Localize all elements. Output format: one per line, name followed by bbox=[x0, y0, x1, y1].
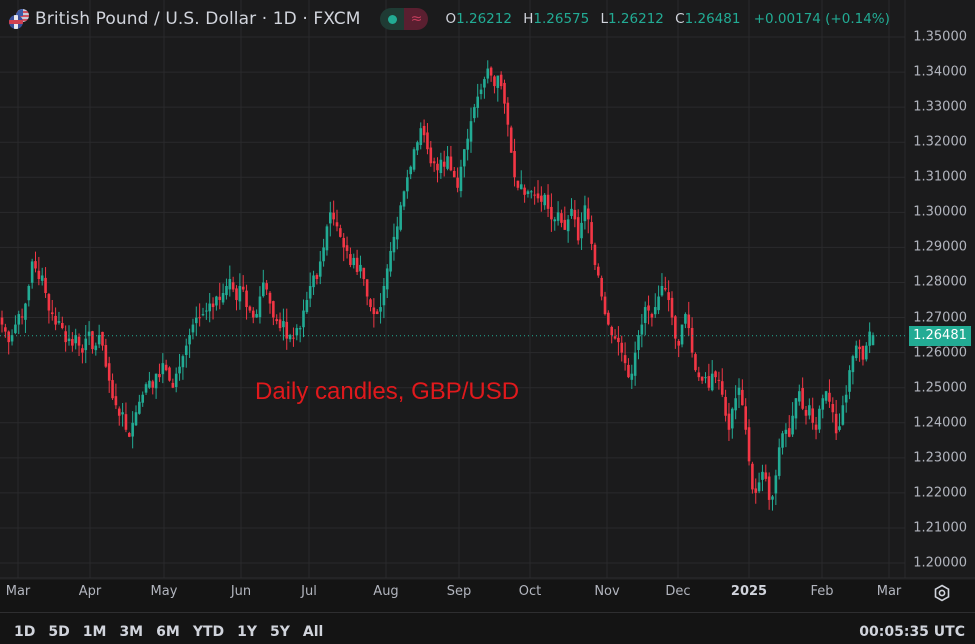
time-axis-label: Nov bbox=[594, 584, 620, 599]
price-axis-label: 1.24000 bbox=[913, 415, 967, 431]
price-axis-label: 1.32000 bbox=[913, 134, 967, 150]
price-axis-label: 1.25000 bbox=[913, 380, 967, 396]
range-button-5d[interactable]: 5D bbox=[48, 624, 70, 640]
price-axis-label: 1.29000 bbox=[913, 239, 967, 255]
time-axis-label: Jun bbox=[230, 584, 252, 599]
market-open-indicator[interactable] bbox=[380, 8, 405, 30]
chart-annotation[interactable]: Daily candles, GBP/USD bbox=[255, 378, 520, 405]
time-axis-label: Dec bbox=[665, 584, 691, 599]
range-button-5y[interactable]: 5Y bbox=[270, 624, 290, 640]
market-status-toggle[interactable]: ≈ bbox=[380, 8, 429, 30]
bottom-toolbar: 1D 5D 1M 3M 6M YTD 1Y 5Y All 00:05:35 UTC bbox=[0, 612, 975, 644]
currency-flags bbox=[7, 6, 33, 32]
price-axis-label: 1.35000 bbox=[913, 29, 967, 45]
close-label: C bbox=[675, 11, 685, 27]
time-axis-label: Apr bbox=[78, 584, 102, 599]
price-axis-label: 1.22000 bbox=[913, 485, 967, 501]
chart-pane[interactable] bbox=[0, 0, 975, 580]
time-axis-label: May bbox=[150, 584, 178, 599]
time-axis-label: Aug bbox=[373, 584, 399, 599]
candles bbox=[0, 60, 875, 511]
uk-flag-icon bbox=[9, 15, 23, 29]
price-axis-label: 1.27000 bbox=[913, 310, 967, 326]
range-button-6m[interactable]: 6M bbox=[156, 624, 180, 640]
time-axis-label: Oct bbox=[518, 584, 542, 599]
price-axis-label: 1.20000 bbox=[913, 555, 967, 571]
ohlc-legend: O1.26212 H1.26575 L1.26212 C1.26481 +0.0… bbox=[445, 11, 889, 27]
range-button-all[interactable]: All bbox=[302, 624, 324, 640]
price-axis-label: 1.34000 bbox=[913, 64, 967, 80]
high-value: 1.26575 bbox=[533, 11, 590, 27]
high-label: H bbox=[523, 11, 534, 27]
range-button-1d[interactable]: 1D bbox=[14, 624, 36, 640]
price-axis-label: 1.26000 bbox=[913, 345, 967, 361]
price-axis-label: 1.30000 bbox=[913, 204, 967, 220]
open-value: 1.26212 bbox=[456, 11, 512, 27]
change-value: +0.00174 (+0.14%) bbox=[753, 11, 890, 27]
low-value: 1.26212 bbox=[608, 11, 664, 27]
range-button-ytd[interactable]: YTD bbox=[192, 624, 225, 640]
chart-header: British Pound / U.S. Dollar · 1D · FXCM … bbox=[0, 0, 910, 38]
time-axis-label: Feb bbox=[810, 584, 834, 599]
time-axis-label: Mar bbox=[5, 584, 31, 599]
price-axis-label: 1.28000 bbox=[913, 274, 967, 290]
approx-icon[interactable]: ≈ bbox=[404, 8, 429, 30]
range-button-1y[interactable]: 1Y bbox=[237, 624, 258, 640]
date-range-buttons: 1D 5D 1M 3M 6M YTD 1Y 5Y All bbox=[14, 624, 336, 640]
settings-icon[interactable] bbox=[933, 584, 951, 602]
price-axis-label: 1.33000 bbox=[913, 99, 967, 115]
price-axis-label: 1.31000 bbox=[913, 169, 967, 185]
time-axis-label: Sep bbox=[446, 584, 472, 599]
range-button-1m[interactable]: 1M bbox=[82, 624, 107, 640]
time-axis-label: 2025 bbox=[730, 584, 768, 599]
candlestick-chart[interactable] bbox=[0, 0, 975, 580]
last-price-tag: 1.26481 bbox=[909, 325, 971, 346]
open-label: O bbox=[445, 11, 457, 27]
close-value: 1.26481 bbox=[684, 11, 741, 27]
time-axis-label: Jul bbox=[301, 584, 317, 599]
utc-clock[interactable]: 00:05:35 UTC bbox=[859, 624, 965, 640]
symbol-title[interactable]: British Pound / U.S. Dollar · 1D · FXCM bbox=[35, 9, 361, 29]
price-axis-label: 1.21000 bbox=[913, 520, 967, 536]
time-axis-label: Mar bbox=[876, 584, 902, 599]
status-dot-icon bbox=[387, 14, 397, 24]
range-button-3m[interactable]: 3M bbox=[119, 624, 144, 640]
price-axis-label: 1.23000 bbox=[913, 450, 967, 466]
low-label: L bbox=[600, 11, 609, 27]
price-axis[interactable]: 1.35000 1.34000 1.33000 1.32000 1.31000 1.300… bbox=[905, 0, 975, 580]
